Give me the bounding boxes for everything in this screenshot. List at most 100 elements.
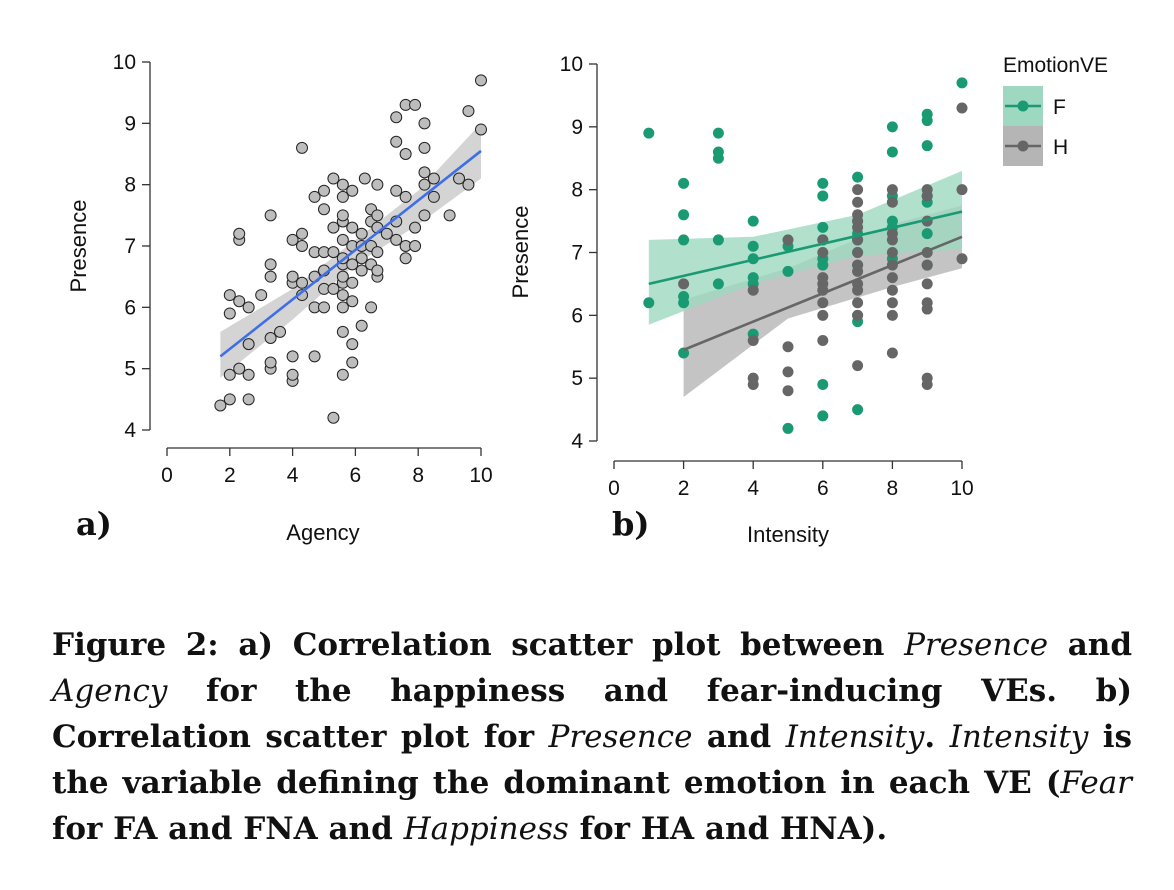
caption-text: Figure 2: a) Correlation scatter plot be…	[52, 627, 905, 663]
y-tick-label: 7	[124, 235, 136, 258]
data-point	[346, 184, 359, 197]
panel-b-x-ticks: 0 2 4 6 8 10	[608, 461, 974, 500]
data-point	[336, 190, 349, 203]
data-point-H	[886, 184, 898, 196]
x-tick-label: 2	[224, 464, 236, 487]
data-point-F	[817, 177, 829, 189]
data-point	[336, 325, 349, 338]
data-point-F	[852, 404, 864, 416]
data-point	[318, 184, 330, 197]
data-point	[355, 227, 368, 240]
x-tick-label: 6	[350, 464, 362, 487]
y-tick-label: 5	[571, 367, 583, 390]
x-tick-label: 8	[412, 464, 424, 487]
caption-text: for the happiness and fear-inducing VEs.…	[52, 673, 1132, 755]
data-point	[371, 209, 384, 222]
panel-b-x-label: Intensity	[747, 522, 829, 547]
data-point-H	[852, 247, 864, 258]
data-point-F	[886, 121, 898, 133]
data-point-H	[852, 297, 864, 309]
data-point-H	[886, 347, 898, 359]
data-point	[308, 190, 321, 203]
y-tick-label: 7	[571, 242, 583, 265]
data-point-H	[886, 228, 898, 240]
data-point	[462, 178, 475, 191]
data-point	[286, 270, 299, 283]
data-point	[462, 105, 475, 118]
data-point	[418, 166, 431, 179]
legend: EmotionVE FH	[1003, 54, 1108, 166]
y-tick-label: 5	[124, 358, 136, 381]
caption-italic-term: Agency	[52, 673, 168, 709]
data-point-H	[817, 297, 829, 309]
data-point	[453, 172, 466, 185]
data-point	[355, 252, 368, 265]
data-point-F	[921, 108, 933, 120]
data-point	[418, 117, 431, 130]
data-point-F	[678, 177, 690, 189]
data-point-F	[712, 234, 724, 246]
data-point	[242, 393, 255, 406]
data-point	[327, 221, 340, 234]
data-point-F	[678, 209, 690, 221]
data-point	[223, 289, 236, 302]
x-tick-label: 10	[469, 464, 492, 487]
data-point	[286, 233, 299, 246]
data-point	[242, 368, 255, 381]
data-point-F	[643, 297, 655, 309]
data-point	[296, 141, 309, 154]
data-point	[346, 356, 359, 369]
panel-b-y-label: Presence	[508, 206, 533, 299]
data-point	[296, 240, 309, 252]
data-point	[371, 178, 384, 191]
data-point-H	[852, 309, 864, 321]
data-point	[336, 301, 349, 314]
legend-title: EmotionVE	[1003, 54, 1108, 77]
data-point-H	[921, 278, 933, 290]
data-point-H	[886, 196, 898, 208]
data-point-H	[817, 334, 829, 346]
data-point	[475, 123, 487, 136]
data-point-H	[956, 102, 968, 114]
caption-italic-term: Happiness	[403, 811, 569, 847]
y-tick-label: 4	[124, 419, 136, 442]
data-point	[390, 135, 403, 148]
data-point-F	[956, 77, 968, 89]
y-tick-label: 8	[571, 179, 583, 202]
panel-a: 4 5 6 7 8 9 10 0 2 4 6 8 10 Agency Presence a)	[66, 51, 493, 545]
caption-italic-term: Presence	[904, 627, 1049, 663]
data-point	[242, 338, 255, 351]
x-tick-label: 6	[817, 477, 829, 500]
data-point	[223, 307, 236, 320]
caption-text: is the variable defining the dominant em…	[52, 719, 1133, 801]
data-point	[409, 221, 422, 234]
data-point	[264, 332, 277, 344]
panel-a-fit-line	[219, 149, 482, 358]
data-point-H	[921, 184, 933, 196]
data-point-H	[956, 253, 968, 265]
data-point-H	[852, 196, 864, 208]
data-point	[475, 74, 487, 87]
data-point-H	[852, 184, 864, 196]
data-point-H	[782, 341, 794, 353]
data-point	[371, 264, 384, 277]
data-point-H	[852, 209, 864, 221]
data-point-H	[782, 234, 794, 246]
caption-text: and	[692, 719, 786, 755]
data-point-F	[712, 127, 724, 139]
figure-caption: Figure 2: a) Correlation scatter plot be…	[52, 622, 1132, 852]
data-point-H	[921, 372, 933, 384]
panel-a-letter: a)	[76, 505, 112, 543]
data-point-H	[782, 366, 794, 378]
data-point	[390, 111, 403, 124]
data-point	[336, 233, 349, 246]
data-point	[286, 368, 299, 381]
data-point-F	[886, 215, 898, 227]
data-point	[264, 356, 277, 369]
data-point-H	[747, 284, 759, 296]
regression-line	[219, 149, 482, 358]
data-point	[286, 350, 299, 363]
panel-b-y-ticks: 4 5 6 7 8 9 10	[560, 53, 597, 453]
x-tick-label: 10	[950, 477, 973, 500]
data-point	[390, 233, 403, 246]
